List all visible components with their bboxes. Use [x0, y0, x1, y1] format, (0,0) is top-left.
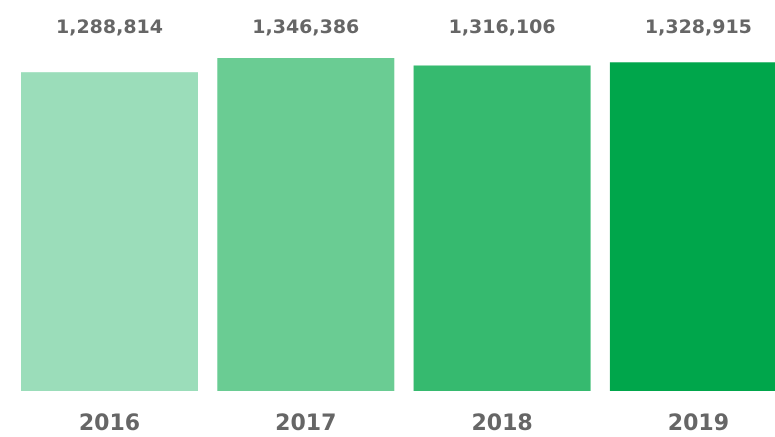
value-label-2017: 1,346,386: [252, 16, 359, 38]
category-labels-group: 2016 2017 2018 2019: [79, 411, 729, 436]
category-label-2019: 2019: [668, 411, 729, 436]
value-label-2019: 1,328,915: [645, 16, 752, 38]
bar-2019: [609, 62, 775, 392]
category-label-2018: 2018: [471, 411, 532, 436]
value-label-2018: 1,316,106: [449, 16, 556, 38]
category-label-2017: 2017: [275, 411, 336, 436]
value-label-2016: 1,288,814: [56, 16, 163, 38]
value-labels-group: 1,288,814 1,346,386 1,316,106 1,328,915: [56, 16, 752, 38]
bar-2016: [21, 72, 198, 391]
bar-2017: [217, 58, 395, 391]
bars-group: [21, 58, 775, 392]
bar-2018: [413, 65, 591, 391]
category-label-2016: 2016: [79, 411, 140, 436]
